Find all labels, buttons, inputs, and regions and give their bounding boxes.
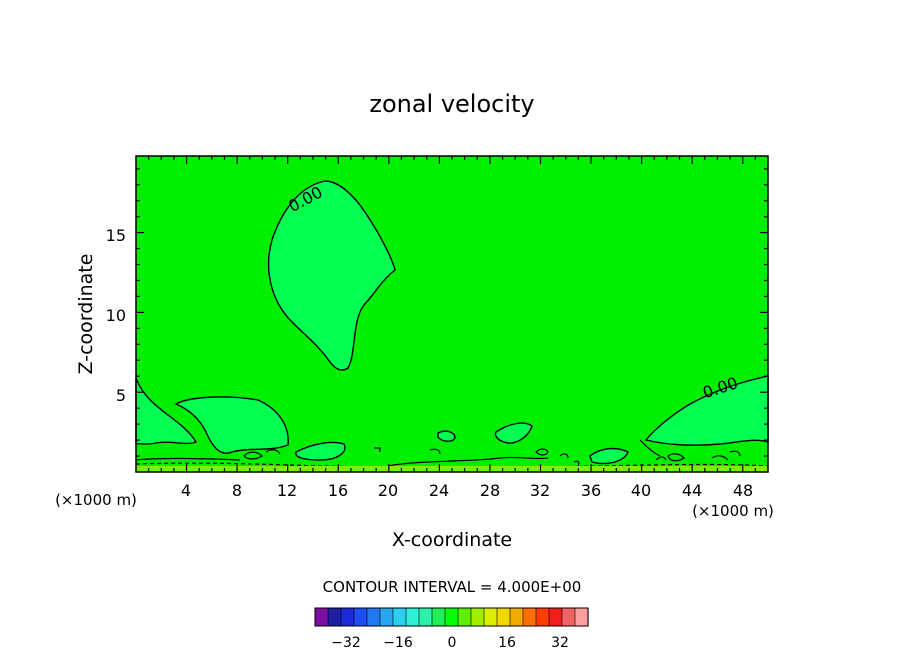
colorbar-swatch bbox=[379, 607, 394, 627]
colorbar-label: 0 bbox=[448, 635, 457, 651]
colorbar-label: 16 bbox=[498, 635, 516, 651]
colorbar-swatch bbox=[509, 607, 524, 627]
colorbar-swatch bbox=[470, 607, 485, 627]
y-tick-labels: 5 10 15 bbox=[106, 226, 126, 405]
colorbar-swatch bbox=[392, 607, 407, 627]
colorbar-label: −16 bbox=[383, 635, 413, 651]
x-tick-label: 40 bbox=[631, 481, 651, 500]
upper-contour-region bbox=[267, 180, 396, 371]
axis-ticks bbox=[136, 156, 768, 472]
colorbar-swatch bbox=[561, 607, 576, 627]
x-tick-label: 32 bbox=[530, 481, 550, 500]
left-center-region bbox=[174, 396, 289, 454]
y-axis-label: Z-coordinate bbox=[75, 254, 97, 375]
colorbar-swatch bbox=[483, 607, 498, 627]
small-region-a bbox=[295, 441, 346, 461]
contour-regions bbox=[135, 180, 769, 465]
chart-title: zonal velocity bbox=[369, 90, 534, 118]
colorbar bbox=[314, 607, 589, 627]
colorbar-swatch bbox=[522, 607, 537, 627]
small-region-c bbox=[494, 422, 533, 444]
colorbar-swatch bbox=[314, 607, 329, 627]
x-tick-label: 16 bbox=[328, 481, 348, 500]
contour-interval: CONTOUR INTERVAL = 4.000E+00 bbox=[323, 578, 582, 596]
colorbar-swatch bbox=[535, 607, 550, 627]
left-lower-region bbox=[135, 377, 198, 445]
colorbar-frame bbox=[314, 607, 589, 627]
x-tick-label: 36 bbox=[581, 481, 601, 500]
y-tick-label: 10 bbox=[106, 306, 126, 325]
small-region-b bbox=[437, 430, 456, 442]
right-region bbox=[644, 375, 769, 446]
colorbar-swatch bbox=[444, 607, 459, 627]
small-region-d bbox=[589, 447, 629, 465]
colorbar-swatch bbox=[574, 607, 589, 627]
colorbar-swatch bbox=[431, 607, 446, 627]
x-axis-label: X-coordinate bbox=[392, 529, 512, 551]
x-tick-label: 12 bbox=[277, 481, 297, 500]
x-tick-label: 4 bbox=[181, 481, 191, 500]
colorbar-swatch bbox=[405, 607, 420, 627]
x-tick-label: 20 bbox=[378, 481, 398, 500]
x-units-left: (×1000 m) bbox=[55, 491, 137, 509]
colorbar-swatch bbox=[366, 607, 381, 627]
x-tick-labels: 4 8 12 16 20 24 28 32 36 40 44 48 bbox=[181, 481, 753, 500]
x-tick-label: 48 bbox=[733, 481, 753, 500]
y-tick-label: 15 bbox=[106, 226, 126, 245]
colorbar-label: 32 bbox=[551, 635, 569, 651]
colorbar-swatch bbox=[548, 607, 563, 627]
colorbar-swatch bbox=[457, 607, 472, 627]
colorbar-swatch bbox=[340, 607, 355, 627]
y-tick-label: 5 bbox=[116, 386, 126, 405]
colorbar-swatch bbox=[327, 607, 342, 627]
colorbar-swatch bbox=[353, 607, 368, 627]
x-units-right: (×1000 m) bbox=[692, 502, 774, 520]
x-tick-label: 24 bbox=[429, 481, 449, 500]
x-tick-label: 44 bbox=[682, 481, 702, 500]
colorbar-swatch bbox=[496, 607, 511, 627]
x-tick-label: 28 bbox=[480, 481, 500, 500]
x-tick-label: 8 bbox=[232, 481, 242, 500]
colorbar-swatch bbox=[418, 607, 433, 627]
colorbar-labels: −32 −16 0 16 32 bbox=[331, 635, 569, 651]
colorbar-label: −32 bbox=[331, 635, 361, 651]
